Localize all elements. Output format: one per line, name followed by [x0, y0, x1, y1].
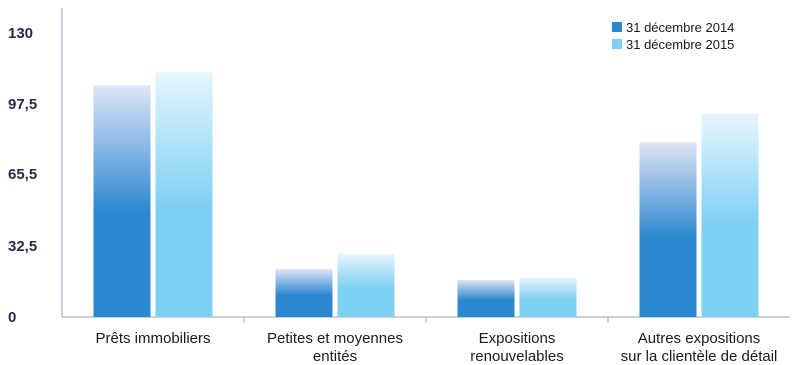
category-label: Prêts immobiliers — [95, 330, 210, 347]
y-tick-label: 32,5 — [8, 238, 37, 255]
category-label: sur la clientèle de détail — [621, 348, 778, 365]
bar — [275, 268, 333, 317]
category-labels: Prêts immobiliers Petites et moyennesenti… — [95, 330, 777, 365]
category-label: Petites et moyennes — [267, 330, 403, 347]
bar — [155, 72, 213, 317]
y-tick-label: 97,5 — [8, 96, 37, 113]
legend-label: 31 décembre 2014 — [626, 20, 734, 35]
legend: 31 décembre 2014 31 décembre 2015 — [612, 20, 734, 52]
bar — [639, 142, 697, 317]
y-tick-label: 65,5 — [8, 166, 37, 183]
legend-swatch — [612, 22, 622, 32]
bar — [337, 253, 395, 317]
bar — [93, 85, 151, 317]
y-tick-label: 130 — [8, 25, 33, 42]
y-tick-label: 0 — [8, 309, 16, 326]
legend-label: 31 décembre 2015 — [626, 37, 734, 52]
bar — [457, 279, 515, 317]
category-label: Expositions — [479, 330, 556, 347]
bars — [93, 72, 759, 317]
legend-swatch — [612, 39, 622, 49]
category-label: Autres expositions — [638, 330, 761, 347]
category-label: renouvelables — [470, 348, 563, 365]
y-tick-labels: 0 32,5 65,5 97,5 130 — [8, 25, 37, 326]
bar — [519, 277, 577, 317]
bar — [701, 113, 759, 317]
category-label: entités — [313, 348, 357, 365]
